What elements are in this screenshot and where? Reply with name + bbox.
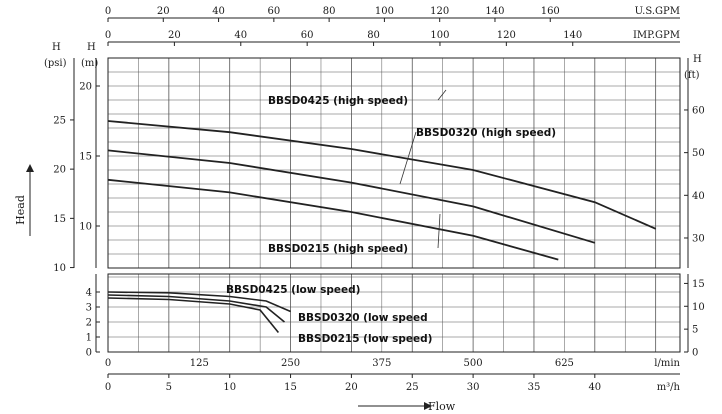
m3h-tick-label: 10 — [223, 382, 236, 393]
low-left-tick-label: 4 — [86, 288, 92, 299]
psi-tick-label: 10 — [53, 263, 66, 274]
series-leader-line — [399, 131, 417, 185]
m3h-tick-label: 35 — [528, 382, 541, 393]
lmin-tick-label: 125 — [190, 358, 209, 369]
top-flow-tick-label: 40 — [212, 6, 225, 17]
top-flow-tick-label: 100 — [375, 6, 394, 17]
high-speed-panel: H (psi) H (m) H (ft) 10 15 20 25 10 15 20 30 40 50 60 BBS… — [44, 42, 705, 274]
series-leader-line — [437, 89, 447, 101]
top-flow-tick-label: 40 — [234, 30, 247, 41]
low-speed-panel: 0 1 2 3 4 0 5 10 15 BBSD0425 (low speed) BBSD0320 … — [86, 273, 705, 359]
lmin-unit: l/min — [654, 358, 680, 369]
top-flow-tick-label: 120 — [497, 30, 516, 41]
curve-high-speed — [107, 120, 657, 230]
lmin-tick-label: 375 — [372, 358, 391, 369]
top-flow-unit: IMP.GPM — [633, 30, 680, 41]
low-left-tick-label: 2 — [86, 318, 92, 329]
m3h-tick-label: 25 — [406, 382, 419, 393]
head-axis-title: Head — [14, 195, 27, 225]
psi-tick-label: 15 — [53, 214, 66, 225]
series-label-low-speed: BBSD0320 (low speed — [298, 312, 428, 324]
feet-tick-label: 30 — [692, 233, 705, 244]
top-flow-tick-label: 0 — [105, 30, 111, 41]
m3h-tick-label: 5 — [166, 382, 172, 393]
series-label-high-speed: BBSD0320 (high speed) — [416, 127, 556, 139]
m3h-tick-label: 15 — [284, 382, 297, 393]
low-right-tick-label: 0 — [692, 348, 698, 359]
top-flow-tick-label: 20 — [157, 6, 170, 17]
psi-tick-label: 25 — [53, 115, 66, 126]
m3h-unit: m³/h — [657, 382, 681, 393]
low-right-tick-label: 5 — [692, 325, 698, 336]
top-flow-tick-label: 120 — [430, 6, 449, 17]
flow-arrow-head — [424, 402, 432, 410]
m3h-tick-label: 0 — [105, 382, 111, 393]
m3h-tick-label: 30 — [467, 382, 480, 393]
top-flow-tick-label: 20 — [168, 30, 181, 41]
feet-tick-label: 60 — [692, 105, 705, 116]
top-flow-tick-label: 140 — [485, 6, 504, 17]
series-label-high-speed: BBSD0425 (high speed) — [268, 95, 408, 107]
top-flow-tick-label: 60 — [301, 30, 314, 41]
curve-high-speed — [107, 178, 559, 261]
metre-tick-label: 20 — [79, 82, 92, 93]
feet-axis-letter: H — [693, 54, 702, 65]
m3h-tick-label: 40 — [588, 382, 601, 393]
top-flow-tick-label: 100 — [430, 30, 449, 41]
metre-axis-letter: H — [87, 42, 96, 53]
lmin-tick-label: 625 — [555, 358, 574, 369]
lmin-tick-label: 500 — [464, 358, 483, 369]
bottom-flow-axes: 0 125 250 375 500 625 l/min 0 5 10 15 20 25 30 35 40 m³/… — [105, 358, 681, 410]
low-left-tick-label: 0 — [86, 348, 92, 359]
feet-tick-label: 40 — [692, 191, 705, 202]
psi-axis-unit: (psi) — [44, 58, 67, 69]
head-arrow-head — [26, 164, 34, 172]
bottom-panel-frame — [107, 273, 681, 353]
low-left-tick-label: 3 — [86, 303, 92, 314]
lmin-tick-label: 250 — [281, 358, 300, 369]
feet-axis-unit: (ft) — [684, 70, 700, 81]
axis-titles: Head Flow — [14, 164, 456, 413]
series-label-low-speed: BBSD0215 (low speed) — [298, 333, 432, 345]
top-flow-unit: U.S.GPM — [635, 6, 680, 17]
lmin-tick-label: 0 — [105, 358, 111, 369]
series-label-high-speed: BBSD0215 (high speed) — [268, 243, 408, 255]
top-flow-tick-label: 140 — [563, 30, 582, 41]
top-flow-tick-label: 160 — [541, 6, 560, 17]
top-panel-frame — [107, 57, 681, 269]
top-flow-tick-label: 80 — [323, 6, 336, 17]
metre-axis-unit: (m) — [81, 58, 98, 69]
top-flow-tick-label: 80 — [367, 30, 380, 41]
psi-tick-label: 20 — [53, 165, 66, 176]
curve-low-speed — [107, 294, 286, 323]
low-right-tick-label: 10 — [692, 302, 705, 313]
series-label-low-speed: BBSD0425 (low speed) — [226, 284, 360, 296]
top-flow-tick-label: 60 — [267, 6, 280, 17]
metre-tick-label: 10 — [79, 222, 92, 233]
low-right-tick-label: 15 — [692, 279, 705, 290]
flow-axis-title: Flow — [428, 400, 456, 413]
top-flow-tick-label: 0 — [105, 6, 111, 17]
curve-high-speed — [107, 149, 596, 244]
metre-tick-label: 15 — [79, 152, 92, 163]
curve-low-speed — [107, 297, 280, 334]
curve-low-speed — [107, 291, 291, 313]
feet-tick-label: 50 — [692, 148, 705, 159]
m3h-tick-label: 20 — [345, 382, 358, 393]
psi-axis-letter: H — [52, 42, 61, 53]
top-flow-axes: 0 20 40 60 80 100 120 140 160 U.S.GPM 0 20 40 60 80 100… — [105, 6, 680, 46]
series-leader-line — [437, 213, 441, 249]
low-left-tick-label: 1 — [86, 333, 92, 344]
